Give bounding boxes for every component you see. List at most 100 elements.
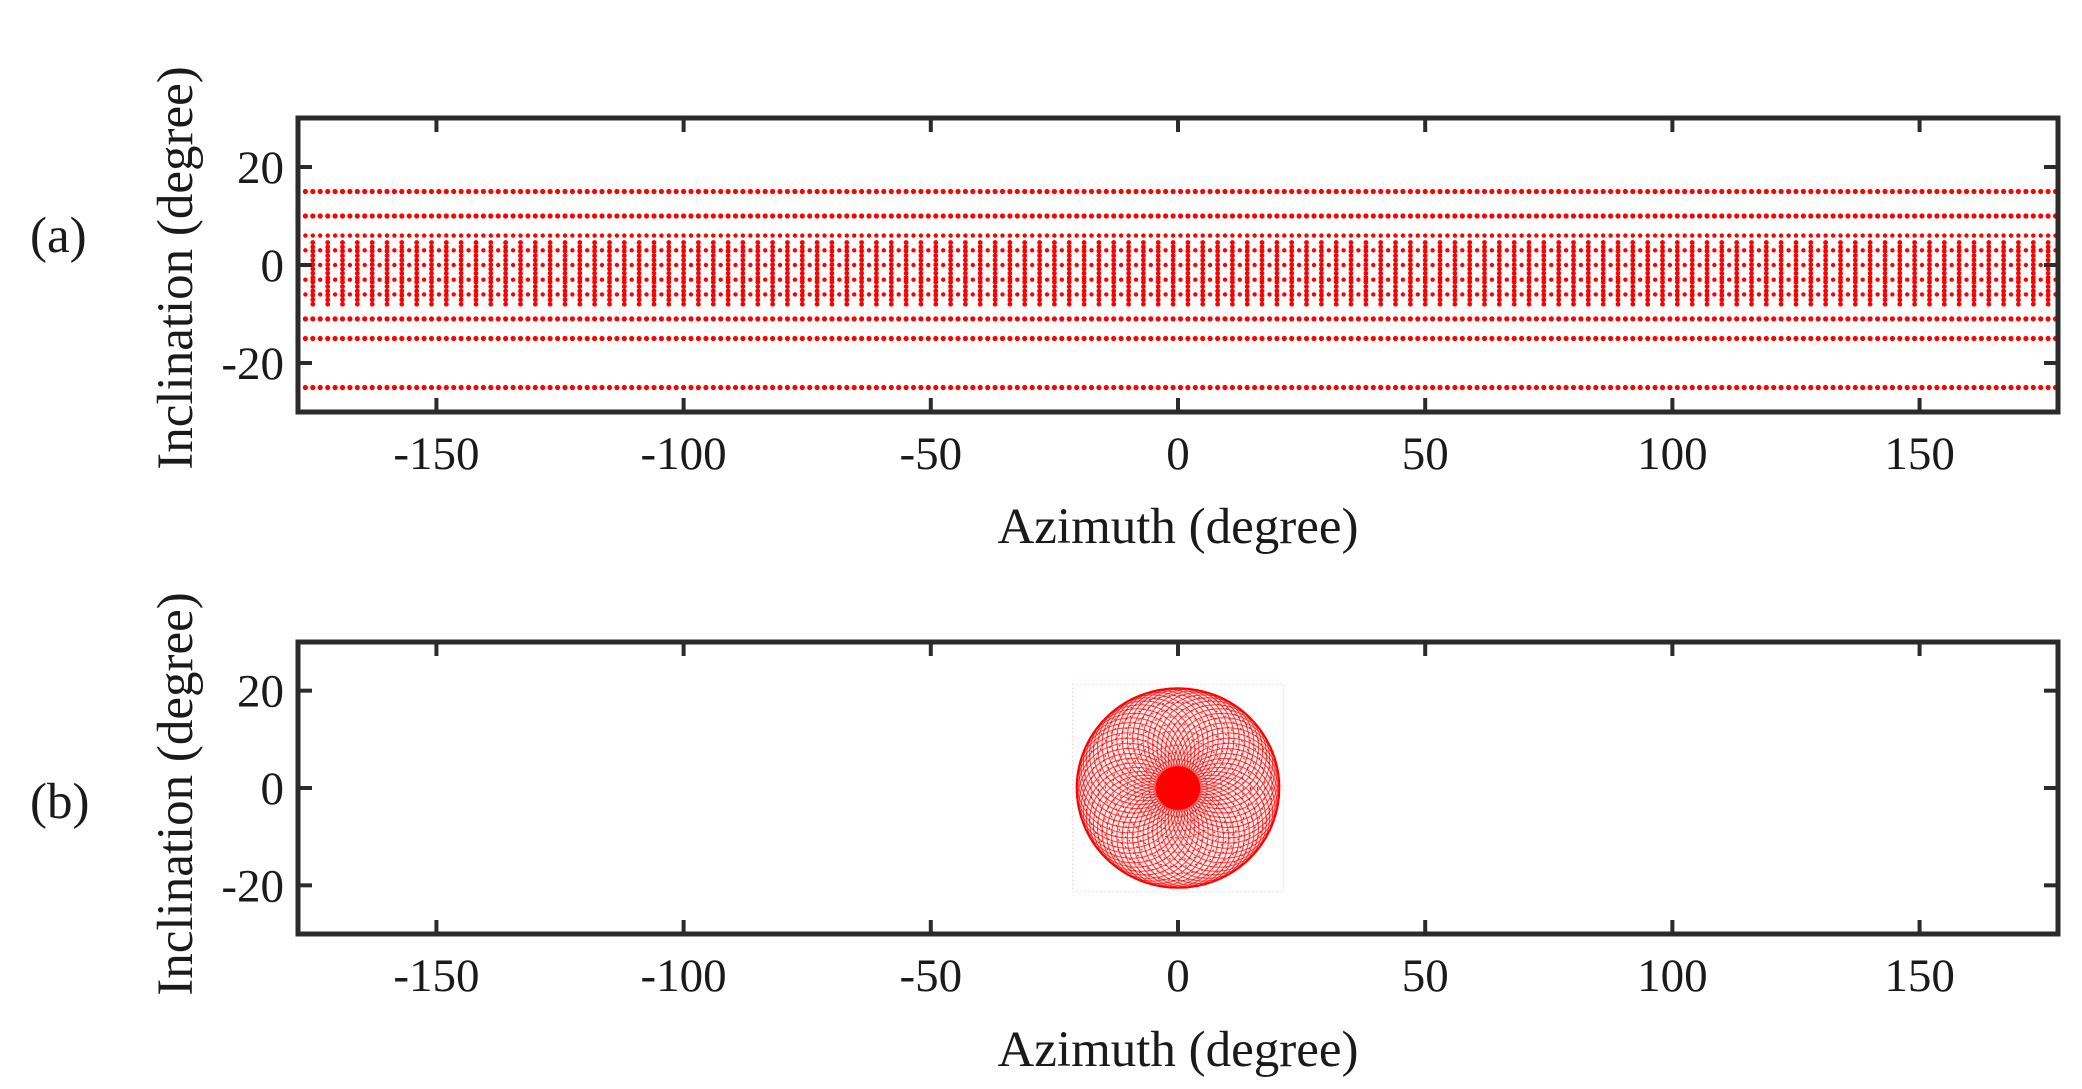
panel-a-point: [1748, 316, 1755, 322]
panel-a-point: [1282, 262, 1287, 268]
panel-a-point: [458, 213, 464, 219]
panel-a-point: [918, 257, 924, 263]
panel-a-point: [1185, 233, 1191, 238]
panel-a-point: [814, 277, 820, 282]
panel-a-point: [525, 384, 531, 391]
panel-a-point: [1348, 270, 1354, 276]
panel-a-point: [1244, 244, 1250, 250]
panel-a-point: [399, 233, 404, 238]
panel-a-point: [585, 277, 590, 282]
panel-a-point: [340, 244, 345, 250]
panel-a-point: [910, 335, 917, 342]
panel-a-point: [1867, 284, 1873, 289]
panel-a-point: [340, 240, 345, 245]
panel-a-point: [1155, 384, 1161, 391]
panel-a-point: [1786, 384, 1792, 391]
panel-a-point: [1363, 240, 1369, 245]
panel-a-point: [1615, 270, 1621, 276]
panel-a-point: [429, 257, 434, 263]
panel-a-point: [1979, 248, 1984, 253]
panel-a-point: [443, 213, 449, 219]
panel-a-point: [1348, 301, 1354, 307]
panel-b-point-ring: [1090, 702, 1266, 874]
panel-a-point: [651, 240, 657, 245]
panel-a-point: [777, 316, 783, 322]
panel-a-point: [711, 262, 716, 268]
panel-a-point: [480, 188, 486, 195]
panel-a-point: [354, 213, 360, 219]
panel-a-point: [1081, 262, 1087, 268]
panel-a-point: [2045, 253, 2051, 259]
panel-a-point: [1689, 188, 1695, 195]
panel-a-point: [340, 297, 345, 303]
panel-a-point: [1333, 253, 1339, 259]
panel-a-point: [1734, 316, 1740, 322]
panel-a-point: [599, 213, 605, 219]
panel-a-point: [1326, 262, 1332, 268]
panel-a-point: [436, 248, 442, 253]
panel-a-point: [451, 262, 456, 268]
panel-a-point: [428, 213, 435, 219]
panel-a-point: [473, 301, 479, 307]
panel-a-point: [859, 244, 864, 250]
panel-a-point: [710, 301, 716, 307]
panel-a-point: [755, 262, 760, 268]
panel-a-point: [1385, 277, 1391, 282]
panel-a-point: [1155, 213, 1161, 219]
panel-a-point: [1852, 244, 1858, 250]
panel-a-point: [711, 277, 716, 282]
panel-a-point: [2045, 316, 2051, 322]
panel-a-point: [310, 270, 316, 276]
panel-a-point: [547, 248, 553, 253]
panel-a-point: [681, 266, 686, 272]
panel-a-point: [1519, 248, 1524, 253]
panel-a-point: [347, 188, 353, 195]
panel-a-point: [2038, 277, 2043, 282]
panel-a-point: [399, 248, 404, 253]
panel-a-point: [2001, 384, 2007, 391]
panel-a-point: [948, 253, 953, 259]
panel-a-point: [1326, 316, 1332, 322]
panel-a-point: [1467, 248, 1472, 253]
panel-a-point: [517, 335, 524, 342]
panel-a-point: [725, 384, 731, 391]
panel-a-point: [473, 284, 479, 289]
panel-a-point: [852, 277, 857, 282]
panel-a-point: [1333, 244, 1339, 250]
panel-a-point: [443, 253, 449, 259]
panel-a-point: [1771, 384, 1777, 391]
panel-a-point: [755, 244, 761, 250]
panel-a-point: [800, 233, 805, 238]
panel-a-point: [547, 257, 553, 263]
panel-a-point: [666, 297, 672, 303]
panel-a-point: [1704, 284, 1710, 289]
panel-a-point: [1496, 288, 1502, 294]
panel-a-point: [636, 316, 642, 322]
panel-a-point: [999, 335, 1006, 342]
panel-a-point: [1482, 284, 1487, 289]
panel-a-point: [592, 277, 597, 282]
panel-a-point: [488, 316, 494, 322]
panel-a-point: [1230, 284, 1235, 289]
panel-a-point: [1986, 213, 1992, 219]
panel-a-point: [948, 233, 953, 238]
panel-a-point: [1578, 335, 1584, 342]
panel-a-point: [555, 292, 560, 297]
panel-a-point: [1600, 384, 1606, 391]
panel-a-point: [1771, 262, 1776, 268]
panel-a-point: [458, 188, 464, 195]
panel-a-point: [1719, 384, 1725, 391]
panel-a-point: [651, 213, 657, 219]
panel-a-point: [763, 233, 768, 238]
panel-a-point: [636, 335, 642, 342]
panel-a-point: [1941, 288, 1947, 294]
panel-a-point: [340, 266, 345, 272]
panel-a-point: [2001, 244, 2006, 250]
panel-a-point: [614, 292, 620, 297]
panel-a-point: [458, 301, 464, 307]
panel-a-x-tick-label: 150: [1884, 428, 1955, 480]
panel-a-point: [1660, 262, 1665, 268]
panel-a-point: [1526, 316, 1532, 322]
panel-a-point: [784, 188, 791, 195]
